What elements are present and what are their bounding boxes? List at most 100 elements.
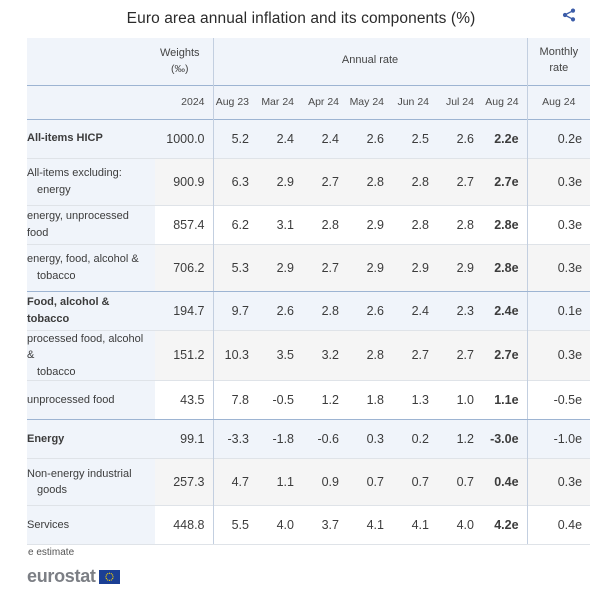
row-annual-value: 0.2 (392, 419, 437, 459)
row-annual-value: -3.3 (212, 419, 257, 459)
row-weight: 900.9 (155, 157, 213, 205)
row-label-line1: unprocessed food (27, 393, 115, 406)
row-annual-value: 1.1 (257, 458, 302, 506)
row-label: Services (27, 505, 155, 545)
row-label: unprocessed food (27, 380, 155, 420)
row-annual-value: 2.5 (392, 118, 437, 158)
row-weight: 43.5 (155, 380, 213, 420)
row-monthly-value: 0.2e (526, 118, 591, 158)
row-annual-value: 3.2 (302, 329, 347, 381)
row-annual-value: 2.8 (437, 204, 482, 244)
row-annual-value: 6.2 (212, 204, 257, 244)
group-header-weights: Weights (‰) (155, 38, 213, 85)
row-label-line1: energy, food, alcohol & (27, 253, 139, 265)
row-annual-value: 4.1 (347, 505, 392, 545)
period-header-aug-23: Aug 23 (212, 84, 257, 119)
row-monthly-value: 0.3e (526, 243, 591, 292)
row-weight: 1000.0 (155, 118, 213, 158)
table-row: All-items excluding: energy 900.9 6.3 2.9 2.7… (27, 157, 591, 205)
row-label-line1: All-items excluding: (27, 167, 122, 179)
row-monthly-value: 0.3e (526, 458, 591, 506)
period-header-weights-year: 2024 (155, 84, 213, 119)
row-annual-value: 2.7 (437, 329, 482, 381)
inflation-table: Weights (‰) Annual rate Monthly rate 202… (27, 38, 591, 545)
period-header-mar-24: Mar 24 (257, 84, 302, 119)
group-header-monthly-rate: Monthly rate (527, 38, 591, 85)
row-label-line1: Energy (27, 432, 65, 445)
row-weight: 151.2 (155, 329, 213, 381)
row-label-line2: goods (37, 484, 67, 496)
share-icon[interactable] (558, 4, 580, 26)
row-label-line1: energy, unprocessed food (27, 210, 129, 239)
row-monthly-value: 0.4e (526, 505, 591, 545)
row-annual-value: 6.3 (212, 157, 257, 205)
period-header-aug-24: Aug 24 (482, 84, 528, 119)
row-annual-value: 2.7e (482, 329, 528, 381)
row-label: processed food, alcohol & tobacco (27, 329, 155, 381)
row-monthly-value: 0.3e (526, 329, 591, 381)
row-annual-value: 2.8 (302, 290, 347, 330)
table-row: Non-energy industrial goods 257.3 4.7 1.1 0.9… (27, 458, 591, 506)
row-monthly-value: 0.3e (526, 204, 591, 244)
row-label: Energy (27, 419, 155, 459)
row-label-line2: tobacco (37, 269, 76, 282)
row-annual-value: 1.3 (392, 380, 437, 420)
row-annual-value: 2.4e (482, 290, 528, 330)
row-annual-value: 2.8 (392, 204, 437, 244)
weights-unit: (‰) (171, 62, 189, 75)
row-label-line1: Food, alcohol & tobacco (27, 296, 110, 325)
row-annual-value: 0.3 (347, 419, 392, 459)
row-annual-value: 4.0 (257, 505, 302, 545)
row-annual-value: 1.2 (302, 380, 347, 420)
row-label-line2: tobacco (37, 365, 76, 378)
row-annual-value: 2.6 (347, 118, 392, 158)
row-weight: 257.3 (155, 458, 213, 506)
row-annual-value: 5.3 (212, 243, 257, 292)
row-annual-value: 2.9 (347, 243, 392, 292)
row-label: energy, food, alcohol & tobacco (27, 243, 155, 292)
inflation-table-wrap: Weights (‰) Annual rate Monthly rate 202… (27, 38, 591, 545)
row-annual-value: 2.9 (347, 204, 392, 244)
table-row: Services 448.8 5.5 4.0 3.7 4.1 4.1 4.0 4.2e 0.4e (27, 505, 591, 545)
row-label-line1: Non-energy industrial (27, 467, 132, 480)
table-group-header-row: Weights (‰) Annual rate Monthly rate (27, 38, 591, 85)
period-header-apr-24: Apr 24 (302, 84, 347, 119)
row-weight: 448.8 (155, 505, 213, 545)
row-annual-value: 2.7e (482, 157, 528, 205)
row-label: Non-energy industrial goods (27, 458, 155, 506)
row-annual-value: 2.4 (302, 118, 347, 158)
row-annual-value: -3.0e (482, 419, 528, 459)
row-annual-value: 1.8 (347, 380, 392, 420)
row-monthly-value: 0.1e (526, 290, 591, 330)
period-header-blank (27, 84, 155, 119)
row-annual-value: 3.1 (257, 204, 302, 244)
row-label: energy, unprocessed food (27, 204, 155, 244)
row-annual-value: 2.9 (257, 157, 302, 205)
table-row: Energy 99.1 -3.3 -1.8 -0.6 0.3 0.2 1.2 -3.0e -1.0… (27, 419, 591, 459)
row-annual-value: 1.1e (482, 380, 528, 420)
row-annual-value: 4.1 (392, 505, 437, 545)
monthly-rate-line2: rate (549, 62, 569, 75)
row-annual-value: 0.7 (347, 458, 392, 506)
row-monthly-value: 0.3e (526, 157, 591, 205)
row-weight: 194.7 (155, 290, 213, 330)
row-annual-value: 2.4 (257, 118, 302, 158)
row-weight: 857.4 (155, 204, 213, 244)
row-annual-value: -0.5 (257, 380, 302, 420)
period-header-jul-24: Jul 24 (437, 84, 482, 119)
row-annual-value: 3.5 (257, 329, 302, 381)
row-annual-value: 2.8 (392, 157, 437, 205)
weights-label: Weights (159, 46, 200, 59)
table-row: Food, alcohol & tobacco 194.7 9.7 2.6 2.8 2.6… (27, 290, 591, 330)
row-annual-value: 2.9 (257, 243, 302, 292)
row-annual-value: 2.7 (302, 157, 347, 205)
group-header-annual-rate: Annual rate (212, 38, 528, 85)
eu-flag-icon (98, 569, 120, 584)
table-row: energy, food, alcohol & tobacco 706.2 5.3 2.… (27, 243, 591, 292)
row-annual-value: 2.7 (302, 243, 347, 292)
monthly-rate-line1: Monthly (539, 46, 579, 59)
period-header-monthly-aug-24: Aug 24 (526, 84, 591, 119)
page-header: Euro area annual inflation and its compo… (0, 0, 602, 38)
row-annual-value: 2.4 (392, 290, 437, 330)
